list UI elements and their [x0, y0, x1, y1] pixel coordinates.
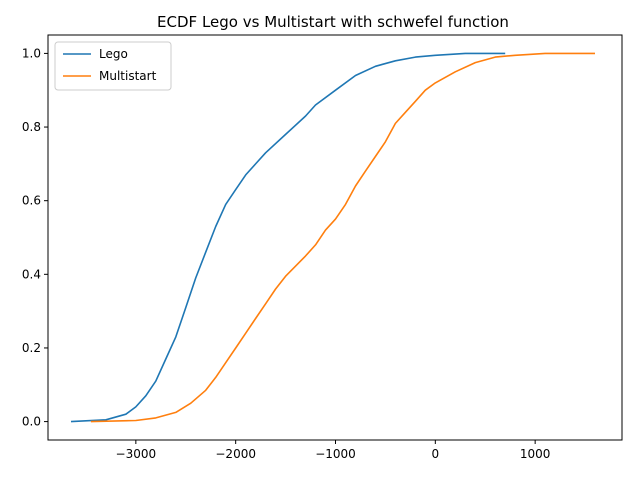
legend-label-lego: Lego [99, 47, 128, 61]
legend: Lego Multistart [54, 41, 172, 91]
x-axis: −3000 −2000 −1000 0 1000 [116, 440, 551, 461]
y-tick-label: 0.4 [22, 267, 41, 281]
x-tick-label: 1000 [520, 447, 551, 461]
y-tick-label: 1.0 [22, 46, 41, 60]
x-tick-label: 0 [432, 447, 440, 461]
x-tick-label: −1000 [315, 447, 356, 461]
series-line-multistart [90, 52, 595, 423]
chart-title: ECDF Lego vs Multistart with schwefel fu… [157, 13, 509, 31]
y-tick-label: 0.8 [22, 120, 41, 134]
x-tick-label: −3000 [116, 447, 157, 461]
y-tick-label: 0.6 [22, 194, 41, 208]
y-tick-label: 0.2 [22, 341, 41, 355]
x-tick-label: −2000 [215, 447, 256, 461]
series-line-lego [70, 52, 506, 423]
legend-label-multistart: Multistart [99, 69, 157, 83]
y-tick-label: 0.0 [22, 415, 41, 429]
y-axis: 0.0 0.2 0.4 0.6 0.8 1.0 [22, 46, 48, 429]
plot-lines [70, 52, 595, 423]
